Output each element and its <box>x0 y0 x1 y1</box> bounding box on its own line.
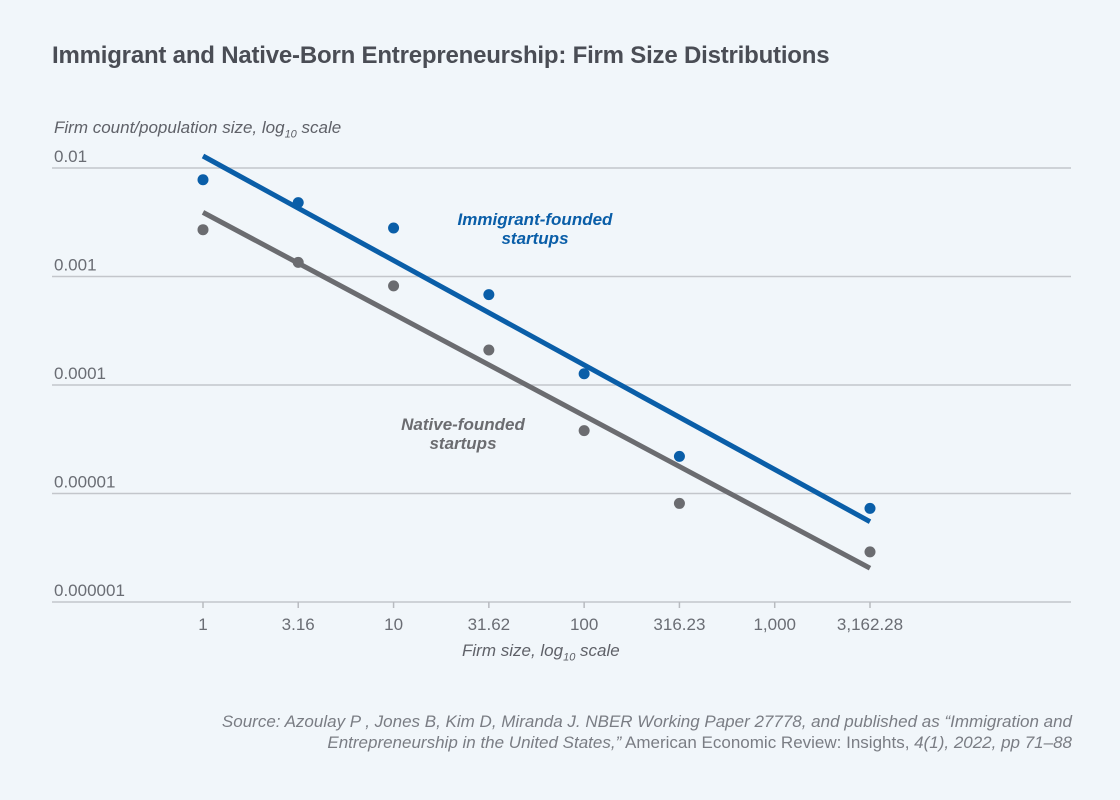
source-journal: American Economic Review: Insights, <box>621 733 910 752</box>
y-axis-label: Firm count/population size, log10 scale <box>54 118 341 140</box>
source-citation: Source: Azoulay P , Jones B, Kim D, Mira… <box>221 712 1072 752</box>
source-note: Source: Azoulay P , Jones B, Kim D, Mira… <box>112 711 1072 753</box>
y-axis-label-sub: 10 <box>284 128 297 141</box>
x-axis-label-sub: 10 <box>563 651 576 664</box>
native-data-point <box>197 224 209 236</box>
chart-title: Immigrant and Native-Born Entrepreneursh… <box>52 42 830 69</box>
native-data-point <box>578 425 590 437</box>
native-data-point <box>388 280 400 292</box>
y-axis-label-text: Firm count/population size, log <box>54 118 285 137</box>
y-tick-label: 0.000001 <box>54 581 125 600</box>
native-series-label-line: Native-founded <box>401 415 525 434</box>
y-tick-label: 0.00001 <box>54 473 115 492</box>
x-tick-label: 1,000 <box>753 615 796 634</box>
native-data-point <box>292 256 304 268</box>
immigrant-data-point <box>388 222 400 234</box>
x-tick-label: 10 <box>384 615 403 634</box>
immigrant-fit-line <box>201 153 872 524</box>
source-volume: 4(1), 2022, pp 71–88 <box>909 733 1072 752</box>
y-tick-label: 0.01 <box>54 147 87 166</box>
y-tick-label: 0.001 <box>54 256 97 275</box>
x-tick-label: 3,162.28 <box>837 615 903 634</box>
x-axis-label-suffix: scale <box>575 641 620 660</box>
immigrant-data-point <box>197 174 209 186</box>
x-tick-label: 31.62 <box>468 615 511 634</box>
native-data-point <box>673 497 685 509</box>
immigrant-series-label-line: startups <box>501 229 568 248</box>
native-data-point <box>483 344 495 356</box>
x-axis-label: Firm size, log10 scale <box>462 641 620 663</box>
immigrant-data-point <box>483 289 495 301</box>
immigrant-data-point <box>673 450 685 462</box>
native-series-label-line: startups <box>429 434 496 453</box>
immigrant-series-label: Immigrant-founded startups <box>458 210 613 248</box>
native-fit-line <box>201 210 872 571</box>
immigrant-data-point <box>292 197 304 209</box>
immigrant-data-point <box>864 502 876 514</box>
x-axis-label-text: Firm size, log <box>462 641 564 660</box>
x-tick-label: 316.23 <box>653 615 705 634</box>
y-axis-label-suffix: scale <box>296 118 342 137</box>
native-data-point <box>864 546 876 558</box>
native-series-label: Native-founded startups <box>401 415 525 453</box>
x-tick-label: 1 <box>198 615 207 634</box>
x-tick-label: 100 <box>570 615 598 634</box>
immigrant-series-label-line: Immigrant-founded <box>458 210 613 229</box>
x-tick-label: 3.16 <box>282 615 315 634</box>
immigrant-data-point <box>578 368 590 380</box>
y-tick-label: 0.0001 <box>54 364 106 383</box>
